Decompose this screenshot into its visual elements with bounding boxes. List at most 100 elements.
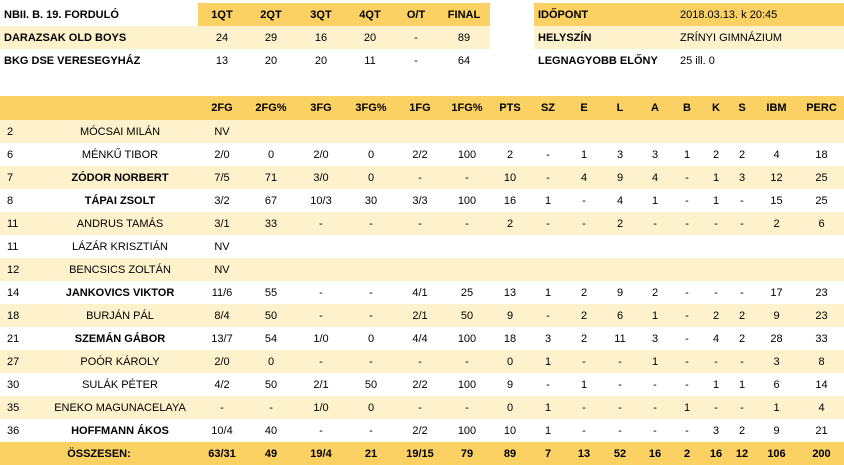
- column-header: E: [566, 96, 602, 120]
- stat-cell: -: [730, 350, 754, 373]
- stat-cell: 2/2: [412, 148, 428, 161]
- stat-cell: [799, 235, 844, 258]
- stats-header-row: 2FG 2FG% 3FG 3FG% 1FG 1FG% PTS SZ E L A B K S IBM PERC: [0, 96, 844, 120]
- stat-cell: -: [369, 424, 373, 437]
- info-row-1-bg: [534, 3, 844, 26]
- stat-cell: -: [369, 286, 373, 299]
- stat-cell: 3/3: [412, 194, 428, 207]
- stat-cell: -: [618, 378, 622, 391]
- stat-cell: 1: [651, 194, 659, 207]
- stat-cell: 1: [754, 396, 799, 419]
- column-header: S: [730, 96, 754, 120]
- player-number: 18: [0, 304, 42, 327]
- total-cell: 63/31: [198, 442, 246, 465]
- totals-label: ÖSSZESEN:: [0, 442, 198, 465]
- player-name: ZÓDOR NORBERT: [42, 166, 198, 189]
- stat-cell: 1: [544, 424, 552, 437]
- stat-cell: 2: [738, 332, 746, 345]
- stat-cell: -: [566, 212, 602, 235]
- stat-cell: [672, 258, 702, 281]
- stat-cell: 30: [364, 194, 378, 207]
- total-cell: 16: [638, 442, 672, 465]
- stat-cell: -: [653, 378, 657, 391]
- total-cell: 79: [444, 442, 490, 465]
- player-row: 36 HOFFMANN ÁKOS 10/4 40 - - 2/2 100 10 1 - - - - 3 2 9 2…: [0, 419, 844, 442]
- column-header: L: [602, 96, 638, 120]
- stat-cell: 10: [490, 166, 530, 189]
- stat-cell: -: [530, 166, 566, 189]
- stat-cell: 2: [712, 148, 720, 161]
- stat-cell: 8/4: [198, 304, 246, 327]
- stat-cell: 25: [799, 166, 844, 189]
- quarter-header-row: 1QT 2QT 3QT 4QT O/T FINAL: [198, 3, 490, 26]
- stat-cell: 18: [503, 332, 517, 345]
- stat-cell: -: [730, 396, 754, 419]
- quarter-header-3: 3QT: [296, 3, 346, 26]
- stat-cell: -: [296, 350, 346, 373]
- stat-cell: [490, 120, 530, 143]
- stat-cell: 1: [580, 378, 588, 391]
- team-2-score-5: -: [414, 54, 418, 67]
- stat-cell: -: [566, 350, 602, 373]
- stat-cell: [396, 235, 444, 258]
- stat-cell: 3/2: [214, 194, 230, 207]
- stat-cell: 10/3: [310, 194, 332, 207]
- stat-cell: 10: [503, 424, 517, 437]
- stat-cell: 2: [490, 212, 530, 235]
- team-2-score-1: 13: [215, 54, 229, 67]
- total-cell: 13: [566, 442, 602, 465]
- stat-cell: 14: [815, 378, 828, 391]
- stat-cell: [566, 120, 602, 143]
- player-number: 6: [7, 148, 14, 161]
- stat-cell: -: [346, 212, 396, 235]
- column-header: 1FG%: [444, 96, 490, 120]
- stat-cell: 1: [712, 194, 720, 207]
- team-1-score-5: -: [414, 31, 418, 44]
- stat-cell: 3: [712, 424, 720, 437]
- stat-cell: -: [296, 212, 346, 235]
- player-row: 11 LÁZÁR KRISZTIÁN NV: [0, 235, 844, 258]
- player-row: 12 BENCSICS ZOLTÁN NV: [0, 258, 844, 281]
- team-2-name: BKG DSE VERESEGYHÁZ: [4, 54, 141, 67]
- stat-cell: 33: [815, 332, 828, 345]
- player-row: 21 SZEMÁN GÁBOR 13/7 54 1/0 0 4/4 100 18 3 2 11 3 - 4 2…: [0, 327, 844, 350]
- team-2-score-3: 20: [314, 54, 328, 67]
- info-label-venue: HELYSZÍN: [538, 31, 592, 44]
- stat-cell: [638, 258, 672, 281]
- stat-cell: -: [685, 424, 689, 437]
- stat-cell: 2/1: [396, 304, 444, 327]
- stat-cell: 2: [580, 286, 588, 299]
- stat-cell: -: [730, 212, 754, 235]
- stat-cell: 100: [457, 424, 477, 437]
- stat-cell: 100: [457, 378, 477, 391]
- player-name: LÁZÁR KRISZTIÁN: [72, 240, 168, 253]
- stat-cell: 1: [672, 396, 702, 419]
- stat-cell: -: [602, 350, 638, 373]
- stat-cell: 2: [602, 212, 638, 235]
- stat-cell: 0: [346, 166, 396, 189]
- stat-cell: 9: [616, 286, 624, 299]
- stat-cell: [799, 258, 844, 281]
- stat-cell: 4: [566, 166, 602, 189]
- team-1-scores: 24 29 16 20 - 89: [198, 26, 490, 49]
- player-name: SULÁK PÉTER: [82, 378, 158, 391]
- player-row: 18 BURJÁN PÁL 8/4 50- -2/1 50 9-2 6 1-2 2 9 23: [0, 304, 844, 327]
- stat-cell: -: [672, 212, 702, 235]
- team-2-scores: 13 20 20 11 - 64: [198, 49, 490, 72]
- stat-cell: 4: [616, 194, 624, 207]
- stat-cell: -: [444, 212, 490, 235]
- stat-cell: -: [566, 396, 602, 419]
- stat-cell: 0: [267, 148, 275, 161]
- stat-cell: 1/0: [313, 332, 329, 345]
- stat-cell: 2/0: [214, 148, 230, 161]
- stat-cell: [702, 235, 730, 258]
- stat-cell: [396, 120, 444, 143]
- stat-cell: -: [702, 212, 730, 235]
- info-label-time: IDŐPONT: [538, 8, 589, 21]
- stat-cell: 1: [712, 378, 720, 391]
- player-number: 27: [0, 350, 42, 373]
- stat-cell: 0: [367, 148, 375, 161]
- stat-cell: 33: [246, 212, 296, 235]
- column-header: SZ: [530, 96, 566, 120]
- stat-cell: NV: [198, 258, 246, 281]
